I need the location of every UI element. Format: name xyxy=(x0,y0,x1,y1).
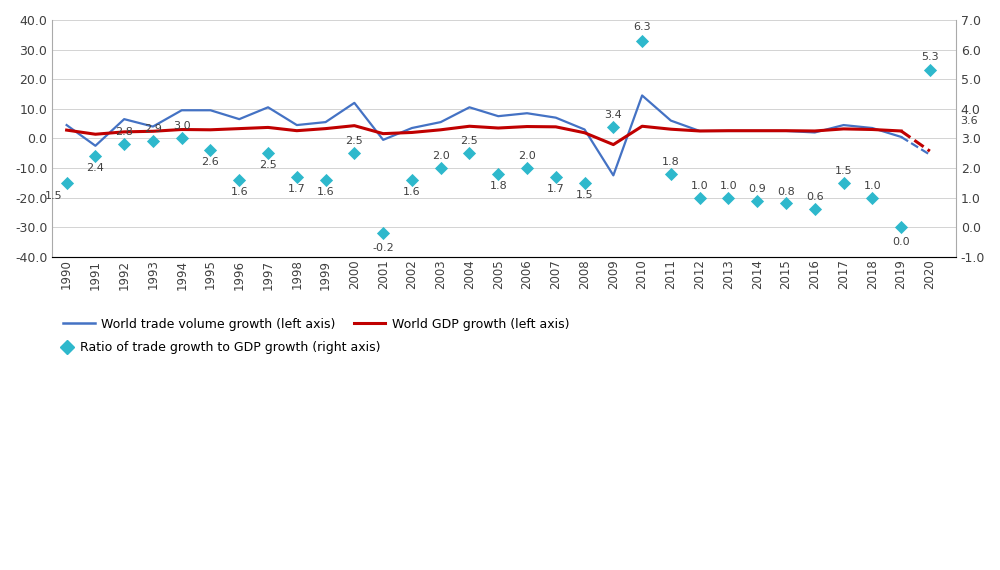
Text: 0.6: 0.6 xyxy=(806,193,824,202)
Point xyxy=(490,169,506,178)
Text: 2.0: 2.0 xyxy=(432,151,450,161)
Point xyxy=(749,196,765,205)
Point xyxy=(893,223,909,232)
Point xyxy=(692,193,708,202)
Text: 1.6: 1.6 xyxy=(230,187,248,197)
Text: 1.7: 1.7 xyxy=(288,184,306,194)
Text: 0.0: 0.0 xyxy=(892,237,910,247)
Text: 2.5: 2.5 xyxy=(259,160,277,170)
Point xyxy=(404,175,420,184)
Point xyxy=(59,178,75,188)
Point xyxy=(922,66,938,75)
Point xyxy=(807,205,823,214)
Point xyxy=(260,149,276,158)
Point xyxy=(174,134,190,143)
Point xyxy=(778,199,794,208)
Point xyxy=(231,175,247,184)
Point xyxy=(433,164,449,173)
Text: 5.3: 5.3 xyxy=(921,52,939,62)
Text: 3.0: 3.0 xyxy=(173,121,191,132)
Text: 1.8: 1.8 xyxy=(489,181,507,191)
Point xyxy=(318,175,334,184)
Point xyxy=(375,229,391,238)
Text: 1.0: 1.0 xyxy=(720,181,737,190)
Text: 2.0: 2.0 xyxy=(518,151,536,161)
Point xyxy=(605,122,621,131)
Text: 2.6: 2.6 xyxy=(202,157,219,167)
Point xyxy=(87,152,103,161)
Text: -0.2: -0.2 xyxy=(372,243,394,253)
Text: 0.9: 0.9 xyxy=(748,184,766,194)
Text: 6.3: 6.3 xyxy=(633,22,651,32)
Text: 3.4: 3.4 xyxy=(604,109,622,120)
Text: 1.6: 1.6 xyxy=(403,187,421,197)
Text: 1.5: 1.5 xyxy=(835,166,852,176)
Point xyxy=(116,140,132,149)
Text: 2.5: 2.5 xyxy=(461,136,478,146)
Text: 1.8: 1.8 xyxy=(662,157,680,167)
Point xyxy=(720,193,736,202)
Point xyxy=(577,178,593,188)
Text: 2.4: 2.4 xyxy=(86,163,104,173)
Text: 1.5: 1.5 xyxy=(576,190,593,199)
Text: 1.0: 1.0 xyxy=(864,181,881,190)
Point xyxy=(864,193,880,202)
Point xyxy=(346,149,362,158)
Point xyxy=(548,172,564,181)
Legend: Ratio of trade growth to GDP growth (right axis): Ratio of trade growth to GDP growth (rig… xyxy=(58,336,385,360)
Text: 1.0: 1.0 xyxy=(691,181,708,190)
Point xyxy=(289,172,305,181)
Text: 0.8: 0.8 xyxy=(777,186,795,197)
Text: 2.9: 2.9 xyxy=(144,124,162,135)
Text: 2.5: 2.5 xyxy=(345,136,363,146)
Text: 1.7: 1.7 xyxy=(547,184,565,194)
Point xyxy=(663,169,679,178)
Point xyxy=(836,178,852,188)
Text: 1.5: 1.5 xyxy=(45,191,62,201)
Point xyxy=(519,164,535,173)
Text: 1.6: 1.6 xyxy=(317,187,334,197)
Point xyxy=(461,149,477,158)
Text: 2.8: 2.8 xyxy=(115,127,133,137)
Point xyxy=(145,137,161,146)
Point xyxy=(202,146,218,155)
Point xyxy=(634,36,650,45)
Text: 3.6: 3.6 xyxy=(960,116,978,125)
